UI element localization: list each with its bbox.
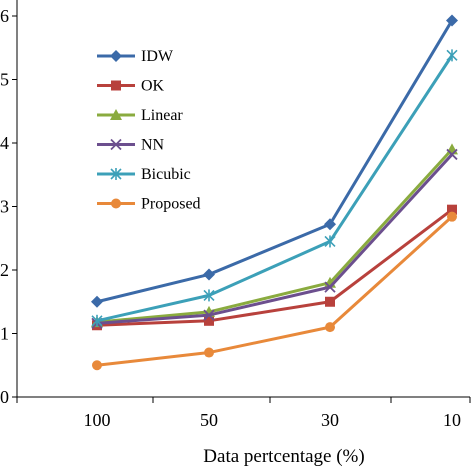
data-point-idw bbox=[446, 14, 458, 27]
legend-label: NN bbox=[141, 137, 165, 154]
data-point-idw bbox=[203, 268, 215, 281]
legend-item-idw: IDW bbox=[97, 48, 174, 65]
data-point-nn bbox=[446, 148, 458, 161]
legend-item-bicubic: Bicubic bbox=[97, 166, 191, 183]
legend-item-linear: Linear bbox=[97, 107, 183, 124]
y-tick-label: 4 bbox=[0, 133, 9, 153]
y-tick-label: 0 bbox=[0, 387, 9, 407]
x-tick-label: 30 bbox=[321, 410, 339, 430]
legend-marker bbox=[110, 109, 122, 120]
series-idw bbox=[91, 14, 458, 308]
series-line-linear bbox=[96, 148, 454, 324]
series-line-proposed bbox=[96, 215, 454, 367]
legend-item-ok: OK bbox=[97, 78, 165, 95]
legend-item-nn: NN bbox=[97, 137, 165, 154]
data-point-nn bbox=[203, 309, 215, 321]
series-line-ok bbox=[96, 208, 453, 327]
data-point-bicubic bbox=[203, 289, 215, 302]
data-point-ok bbox=[325, 296, 335, 307]
data-point-bicubic bbox=[446, 49, 458, 62]
y-tick-label: 3 bbox=[0, 197, 9, 217]
legend: IDW OK Linear NN Bicubic Proposed bbox=[97, 48, 201, 213]
y-tick-label: 6 bbox=[0, 6, 9, 26]
data-point-ok bbox=[204, 315, 214, 326]
data-point-bicubic bbox=[91, 314, 103, 327]
legend-label: IDW bbox=[141, 48, 174, 65]
data-point-bicubic bbox=[324, 235, 336, 248]
series-line-bicubic bbox=[96, 54, 454, 323]
legend-marker bbox=[110, 50, 122, 62]
legend-marker bbox=[111, 80, 121, 91]
x-tick-label: 50 bbox=[200, 410, 218, 430]
data-point-proposed bbox=[325, 322, 335, 333]
data-point-idw bbox=[324, 218, 336, 231]
y-tick-label: 1 bbox=[0, 324, 9, 344]
data-point-proposed bbox=[204, 347, 214, 358]
data-point-proposed bbox=[92, 360, 102, 371]
series-line-nn bbox=[96, 153, 454, 325]
series-proposed bbox=[92, 211, 457, 371]
legend-marker bbox=[111, 198, 121, 209]
legend-label: Proposed bbox=[141, 196, 201, 213]
x-tick-labels: 100 50 30 10 bbox=[84, 410, 462, 430]
series-line-idw bbox=[96, 19, 454, 304]
data-point-ok bbox=[447, 204, 457, 215]
series-bicubic bbox=[91, 49, 458, 327]
x-axis-label: Data pertcentage (%) bbox=[203, 446, 364, 467]
legend-marker bbox=[110, 168, 122, 180]
data-point-nn bbox=[324, 281, 336, 293]
legend-label: OK bbox=[141, 78, 165, 95]
y-tick-label: 5 bbox=[0, 70, 9, 90]
data-point-proposed bbox=[447, 211, 457, 222]
series-layer bbox=[91, 14, 458, 371]
y-tick-label: 2 bbox=[0, 260, 9, 280]
legend-marker bbox=[110, 138, 122, 151]
legend-label: Bicubic bbox=[141, 166, 191, 183]
data-point-idw bbox=[91, 295, 103, 308]
x-tick-label: 100 bbox=[84, 410, 111, 430]
legend-item-proposed: Proposed bbox=[97, 196, 201, 213]
y-tick-labels: 0 1 2 3 4 5 6 bbox=[0, 6, 9, 407]
x-tick-label: 10 bbox=[443, 410, 461, 430]
legend-label: Linear bbox=[141, 107, 183, 124]
axes bbox=[12, 0, 471, 403]
data-point-linear bbox=[446, 143, 458, 155]
